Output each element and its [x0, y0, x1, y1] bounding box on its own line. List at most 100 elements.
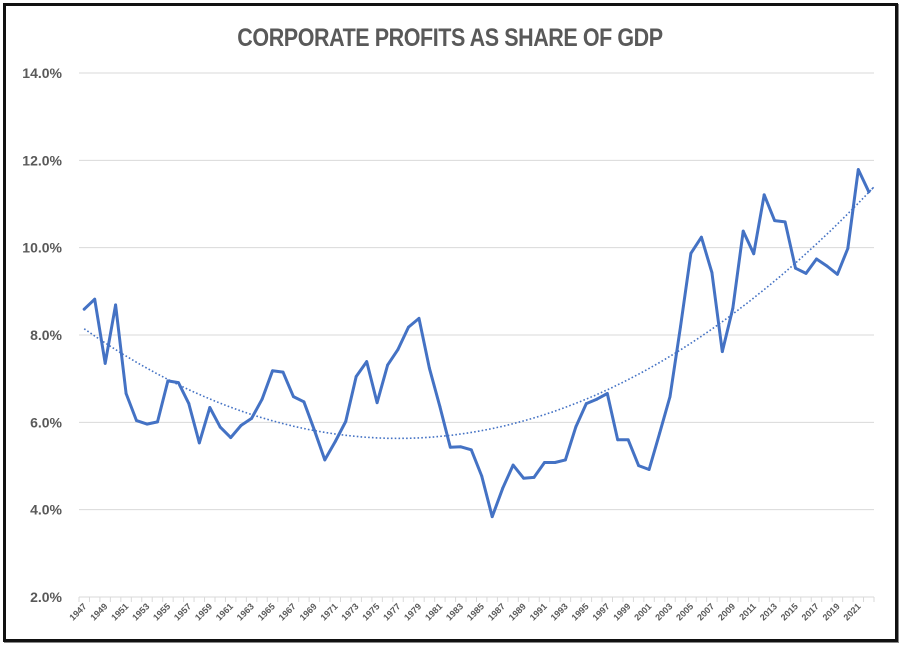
- data-point: [302, 400, 306, 404]
- data-point: [637, 464, 641, 467]
- data-point: [689, 251, 693, 255]
- data-point: [700, 235, 703, 239]
- data-point: [124, 392, 128, 395]
- data-point: [626, 438, 630, 442]
- x-tick-label: 1987: [486, 601, 507, 622]
- x-tick-label: 1947: [67, 601, 88, 622]
- data-point: [375, 401, 379, 405]
- data-point: [176, 381, 180, 384]
- x-tick-label: 1985: [465, 601, 486, 622]
- x-tick-label: 1997: [590, 601, 611, 622]
- data-point: [835, 272, 839, 276]
- data-point: [595, 397, 599, 401]
- x-tick-label: 2005: [674, 601, 695, 622]
- data-point: [762, 193, 766, 197]
- data-point: [564, 458, 567, 462]
- x-tick-label: 2013: [758, 601, 779, 622]
- data-point: [825, 264, 829, 268]
- data-point: [752, 252, 756, 256]
- x-tick-label: 1979: [402, 601, 423, 622]
- data-point: [532, 475, 536, 479]
- y-axis: 2.0% 4.0% 6.0% 8.0% 10.0% 12.0% 14.0%: [22, 65, 62, 605]
- x-tick-label: 1973: [339, 601, 360, 622]
- data-point: [856, 168, 860, 171]
- gridlines: [79, 72, 874, 598]
- data-point: [553, 461, 557, 464]
- x-tick-label: 2009: [716, 601, 737, 622]
- data-point: [93, 297, 97, 301]
- data-point: [846, 247, 850, 250]
- data-point: [783, 220, 787, 224]
- data-point: [438, 405, 442, 409]
- x-tick-label: 1959: [193, 601, 214, 622]
- y-tick-label: 8.0%: [30, 327, 62, 343]
- data-point: [208, 406, 212, 409]
- data-point: [197, 441, 201, 445]
- x-tick-label: 1971: [318, 601, 339, 622]
- data-point: [804, 272, 808, 275]
- data-point: [396, 348, 400, 351]
- x-tick-label: 2021: [841, 601, 862, 622]
- data-point: [386, 363, 389, 367]
- x-tick-label: 2011: [737, 601, 758, 622]
- data-point: [229, 436, 233, 440]
- data-point: [156, 420, 159, 424]
- x-tick-label: 1995: [570, 601, 591, 622]
- data-point: [584, 402, 588, 405]
- x-tick-label: 1949: [88, 601, 109, 622]
- data-point: [323, 458, 327, 462]
- data-point: [668, 395, 672, 398]
- data-point: [469, 448, 473, 452]
- chart-frame: [3, 3, 898, 642]
- x-tick-label: 2001: [632, 601, 653, 622]
- x-tick-label: 1989: [507, 601, 528, 622]
- data-point: [616, 438, 620, 442]
- data-point: [741, 229, 745, 233]
- data-point: [490, 515, 494, 519]
- data-point: [773, 219, 777, 222]
- data-point: [333, 440, 337, 443]
- data-point: [511, 463, 515, 467]
- x-tick-label: 1957: [172, 601, 193, 622]
- data-point: [239, 423, 243, 427]
- y-tick-label: 12.0%: [22, 152, 62, 168]
- data-point: [710, 271, 714, 274]
- x-tick-label: 1967: [277, 601, 298, 622]
- x-tick-label: 1969: [298, 601, 319, 622]
- data-point: [794, 266, 797, 270]
- x-tick-label: 2015: [779, 601, 800, 622]
- data-point: [344, 420, 348, 423]
- chart-title: CORPORATE PROFITS AS SHARE OF GDP: [237, 24, 663, 52]
- data-point: [354, 375, 358, 378]
- data-point: [187, 402, 191, 405]
- data-point: [407, 325, 410, 329]
- data-point: [135, 419, 138, 422]
- x-tick-label: 1975: [360, 601, 381, 622]
- x-tick-label: 1991: [528, 601, 549, 622]
- data-point: [114, 303, 118, 307]
- x-tick-label: 2003: [653, 601, 674, 622]
- data-point: [459, 445, 463, 449]
- data-point: [658, 431, 661, 435]
- data-point: [365, 360, 369, 364]
- x-tick-label: 1965: [256, 601, 277, 622]
- y-tick-label: 14.0%: [22, 65, 62, 81]
- data-point: [522, 476, 525, 480]
- x-tick-label: 2019: [821, 601, 842, 622]
- y-tick-label: 6.0%: [30, 414, 62, 430]
- x-tick-label: 1951: [109, 601, 130, 622]
- x-tick-label: 1993: [549, 601, 570, 622]
- data-point: [647, 468, 651, 471]
- y-tick-label: 2.0%: [30, 589, 62, 605]
- data-point: [271, 369, 274, 373]
- data-point: [574, 425, 578, 429]
- data-point: [145, 422, 149, 426]
- data-point: [501, 486, 505, 490]
- data-point: [260, 397, 264, 401]
- data-point: [448, 445, 452, 449]
- data-point: [679, 325, 682, 329]
- x-tick-label: 2017: [800, 601, 821, 622]
- x-tick-label: 1999: [611, 601, 632, 622]
- data-point: [166, 379, 170, 383]
- data-point: [867, 190, 871, 194]
